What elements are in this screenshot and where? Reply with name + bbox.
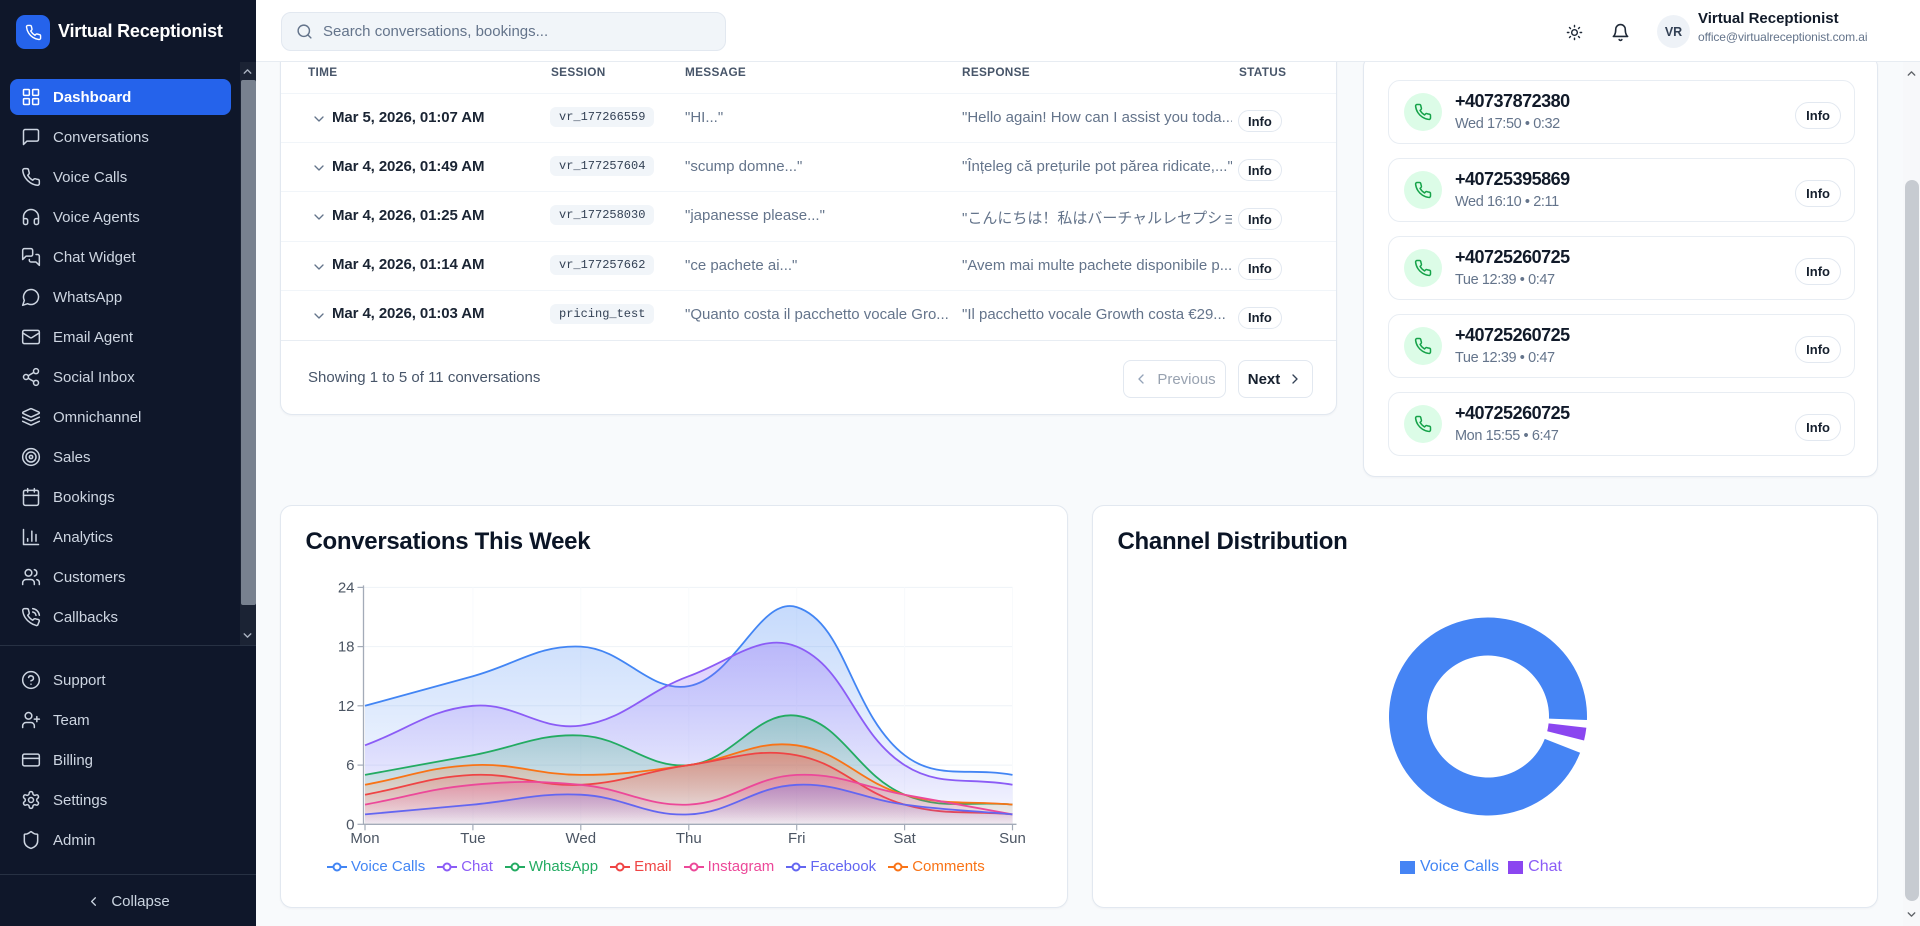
svg-text:6: 6 bbox=[346, 757, 354, 774]
svg-text:24: 24 bbox=[338, 579, 355, 596]
svg-text:Wed: Wed bbox=[566, 830, 597, 847]
svg-text:Tue: Tue bbox=[460, 830, 485, 847]
svg-text:Sat: Sat bbox=[893, 830, 916, 847]
svg-text:Fri: Fri bbox=[788, 830, 806, 847]
svg-text:0: 0 bbox=[346, 816, 354, 833]
svg-text:Sun: Sun bbox=[999, 830, 1026, 847]
svg-text:Mon: Mon bbox=[350, 830, 379, 847]
svg-text:12: 12 bbox=[338, 698, 355, 715]
svg-text:Thu: Thu bbox=[676, 830, 702, 847]
svg-text:18: 18 bbox=[338, 639, 355, 656]
